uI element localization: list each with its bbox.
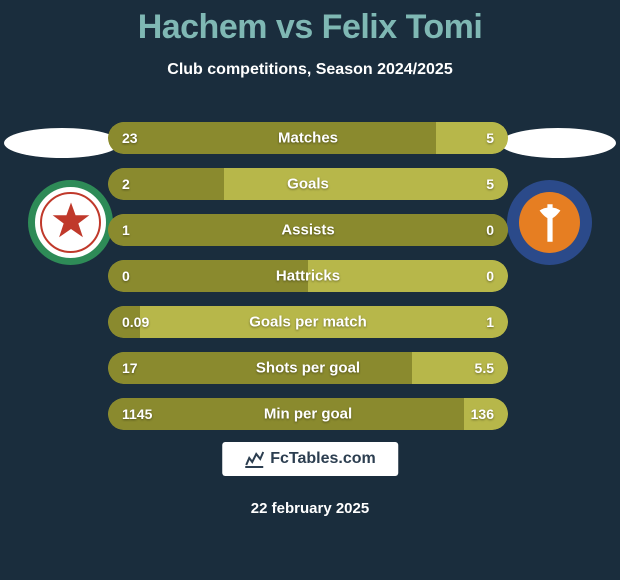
club-badge-left [28, 180, 113, 265]
subtitle: Club competitions, Season 2024/2025 [0, 61, 620, 79]
stat-label: Shots per goal [108, 360, 508, 377]
axe-icon [525, 198, 575, 248]
stat-row: Shots per goal17 5.5 [108, 352, 508, 384]
stat-val-right: 5 [486, 176, 494, 192]
stat-row: Matches23 5 [108, 122, 508, 154]
stat-val-right: 136 [471, 406, 494, 422]
player-left-ellipse [4, 128, 120, 158]
stat-val-left: 1 [122, 222, 130, 238]
stat-val-right: 0 [486, 268, 494, 284]
stat-val-right: 5.5 [475, 360, 494, 376]
branding-text: FcTables.com [270, 450, 376, 468]
stat-val-left: 23 [122, 130, 138, 146]
stat-row: Goals per match0.09 1 [108, 306, 508, 338]
stat-val-left: 0 [122, 268, 130, 284]
star-icon [49, 198, 93, 242]
stat-label: Hattricks [108, 268, 508, 285]
stat-val-left: 17 [122, 360, 138, 376]
stat-label: Goals [108, 176, 508, 193]
player-right-ellipse [500, 128, 616, 158]
stat-label: Min per goal [108, 406, 508, 423]
stats-container: Matches235Goals25Assists10Hattricks00Goa… [108, 122, 508, 444]
tappara-badge [507, 180, 592, 265]
date-text: 22 february 2025 [0, 500, 620, 517]
stat-row: Goals2 5 [108, 168, 508, 200]
page-title: Hachem vs Felix Tomi [0, 0, 620, 47]
stat-val-right: 0 [486, 222, 494, 238]
stat-row: Assists1 0 [108, 214, 508, 246]
stat-val-right: 5 [486, 130, 494, 146]
stat-row: Hattricks0 0 [108, 260, 508, 292]
stat-label: Goals per match [108, 314, 508, 331]
redstar-badge [28, 180, 113, 265]
club-badge-right [507, 180, 592, 265]
stat-val-left: 1145 [122, 406, 152, 422]
stat-row: Min per goal1145 136 [108, 398, 508, 430]
stat-val-right: 1 [486, 314, 494, 330]
chart-icon [244, 450, 264, 468]
stat-label: Assists [108, 222, 508, 239]
stat-label: Matches [108, 130, 508, 147]
branding-badge[interactable]: FcTables.com [222, 442, 398, 476]
stat-val-left: 0.09 [122, 314, 149, 330]
stat-val-left: 2 [122, 176, 130, 192]
